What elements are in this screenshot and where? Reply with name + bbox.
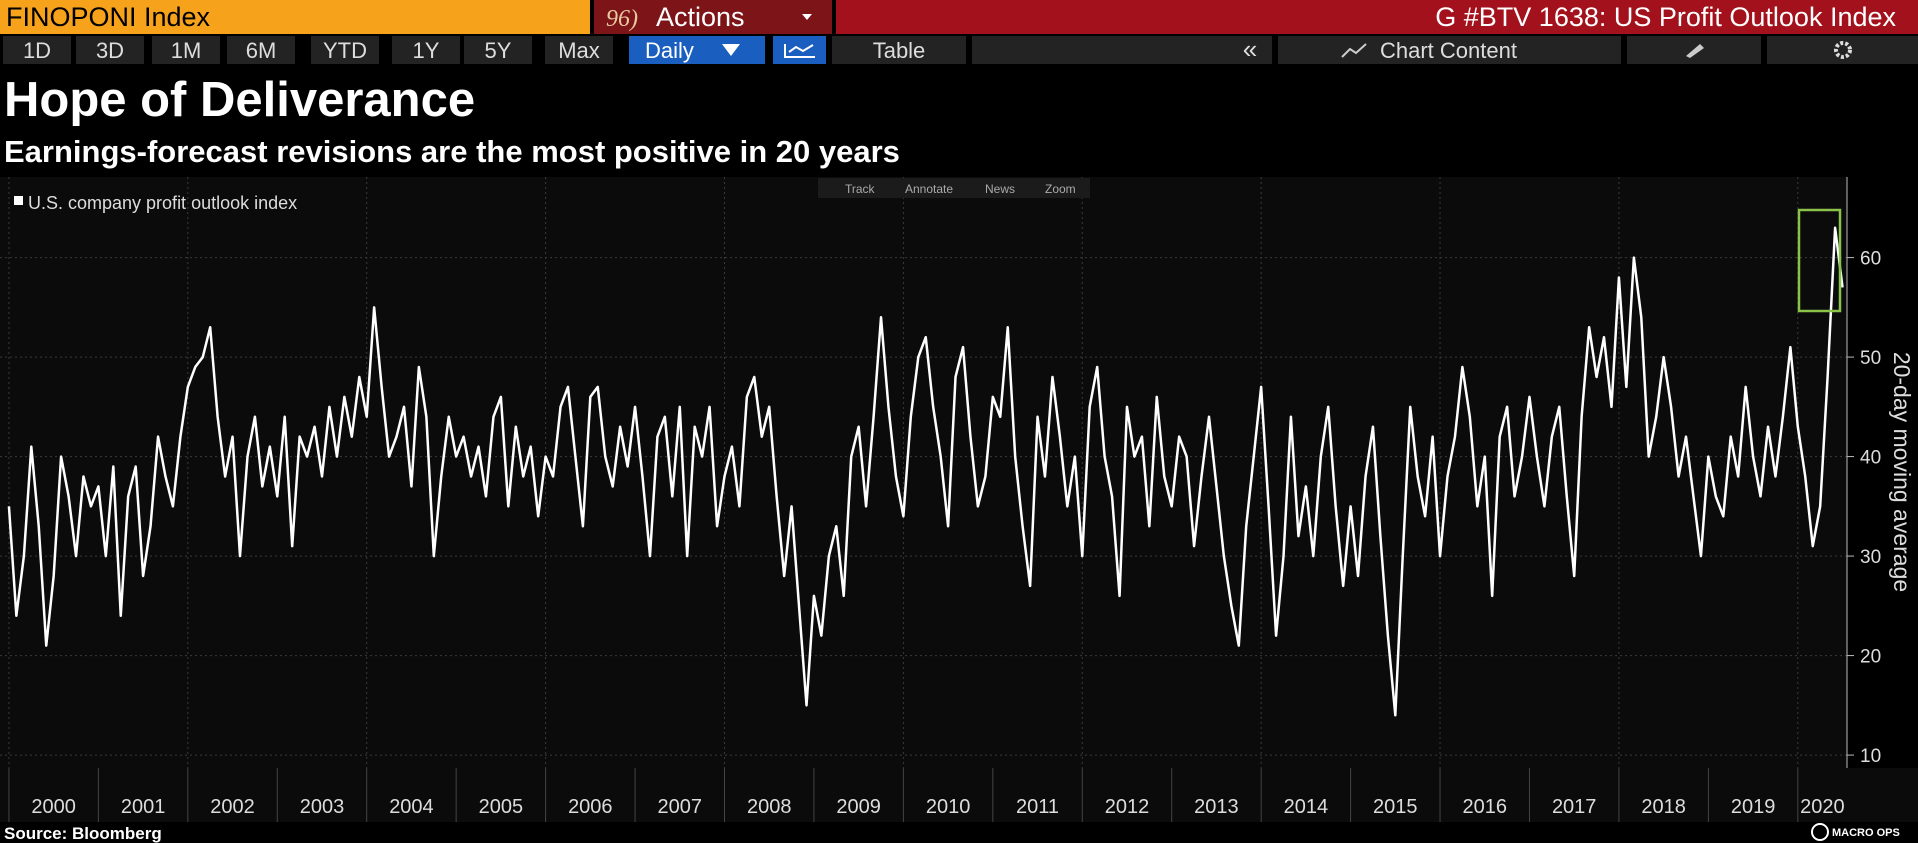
function-bar — [836, 0, 1918, 34]
x-tick-label: 2018 — [1641, 796, 1686, 818]
actions-box[interactable] — [594, 0, 832, 34]
y-tick-label: 60 — [1860, 249, 1881, 270]
range-label[interactable]: 6M — [246, 38, 277, 63]
range-label[interactable]: 5Y — [485, 38, 512, 63]
function-title: G #BTV 1638: US Profit Outlook Index — [1435, 2, 1896, 32]
chart-tool[interactable]: Annotate — [905, 182, 953, 196]
range-label[interactable]: YTD — [323, 38, 367, 63]
y-tick-label: 10 — [1860, 746, 1881, 767]
y-tick-label: 40 — [1860, 448, 1881, 469]
range-button[interactable] — [3, 36, 71, 64]
grid: 10 20 30 40 50 60 2000 2001 2002 2003 2004 2005 2006… — [0, 177, 1881, 822]
range-label[interactable]: 1Y — [413, 38, 440, 63]
edit-icon — [1686, 44, 1704, 58]
x-tick-label: 2020 — [1800, 796, 1845, 818]
frequency-arrow — [722, 44, 740, 56]
chart-content-button[interactable] — [1278, 36, 1621, 64]
actions[interactable]: Actions — [656, 2, 745, 32]
chart-tool[interactable]: Zoom — [1045, 182, 1076, 196]
dropdown-icon — [802, 14, 812, 20]
x-tick-label: 2001 — [121, 796, 166, 818]
x-axis-bar — [0, 768, 1918, 822]
legend-label: U.S. company profit outlook index — [28, 193, 297, 213]
spacer — [972, 36, 1272, 64]
y-tick-label: 50 — [1860, 348, 1881, 369]
chart-tool[interactable]: Track — [845, 182, 876, 196]
x-tick-label: 2014 — [1284, 796, 1329, 818]
frequency[interactable]: Daily — [645, 38, 694, 63]
range-button[interactable] — [152, 36, 220, 64]
chart-tools: Track Annotate News Zoom — [845, 182, 1076, 196]
logo-icon — [1811, 823, 1829, 841]
x-tick-label: 2016 — [1463, 796, 1508, 818]
marks — [7, 226, 1844, 717]
x-tick-label: 2017 — [1552, 796, 1597, 818]
range-button[interactable] — [227, 36, 295, 64]
settings-button[interactable] — [1767, 36, 1918, 64]
x-tick-label: 2013 — [1194, 796, 1239, 818]
range-buttons: 1D 3D 1M 6M YTD 1Y 5Y Max — [3, 36, 613, 64]
chart-title: Hope of Deliverance — [4, 73, 475, 127]
range-label[interactable]: Max — [558, 38, 600, 63]
range-label[interactable]: 1D — [23, 38, 51, 63]
range-button[interactable] — [311, 36, 379, 64]
x-tick-label: 2012 — [1105, 796, 1150, 818]
security-box[interactable] — [0, 0, 590, 34]
x-tick-label: 2011 — [1016, 796, 1059, 818]
security[interactable]: FINOPONI Index — [6, 2, 211, 32]
chart-content-icon — [1341, 43, 1367, 58]
chart-tools-bar — [818, 178, 1090, 198]
x-tick-label: 2015 — [1373, 796, 1418, 818]
range-button[interactable] — [392, 36, 460, 64]
x-tick-label: 2004 — [389, 796, 434, 818]
x-tick-label: 2008 — [747, 796, 792, 818]
chart-icon-line — [788, 44, 814, 53]
x-tick-label: 2003 — [300, 796, 345, 818]
actions-code: 96) — [606, 6, 638, 32]
legend-swatch — [14, 196, 23, 205]
range-label[interactable]: 1M — [171, 38, 202, 63]
x-tick-label: 2009 — [836, 796, 881, 818]
range-button[interactable] — [76, 36, 144, 64]
x-tick-label: 2007 — [658, 796, 703, 818]
highlight-box — [1797, 208, 1842, 313]
x-tick-label: 2005 — [479, 796, 524, 818]
range-label[interactable]: 3D — [96, 38, 124, 63]
chart-icon-axis — [784, 45, 815, 58]
table-button[interactable] — [832, 36, 966, 64]
x-tick-label: 2000 — [31, 796, 76, 818]
x-tick-label: 2002 — [210, 796, 255, 818]
range-button[interactable] — [464, 36, 532, 64]
chart-tool[interactable]: News — [985, 182, 1015, 196]
y-axis-title: 20-day moving average — [1889, 352, 1915, 592]
x-tick-label: 2006 — [568, 796, 613, 818]
x-tick-label: 2010 — [926, 796, 971, 818]
x-tick-label: 2019 — [1731, 796, 1776, 818]
source: Source: Bloomberg — [4, 824, 162, 843]
series-line — [7, 226, 1844, 717]
y-tick-label: 20 — [1860, 647, 1881, 668]
settings-icon — [1834, 41, 1852, 59]
y-tick-label: 30 — [1860, 547, 1881, 568]
frequency-button[interactable] — [629, 36, 765, 64]
chart-content[interactable]: Chart Content — [1380, 38, 1517, 63]
chart-subtitle: Earnings-forecast revisions are the most… — [4, 134, 900, 169]
logo: MACRO OPS — [1832, 827, 1900, 839]
plot-area — [0, 177, 1847, 768]
collapse[interactable]: « — [1243, 34, 1257, 64]
range-button[interactable] — [545, 36, 613, 64]
table[interactable]: Table — [873, 38, 926, 63]
